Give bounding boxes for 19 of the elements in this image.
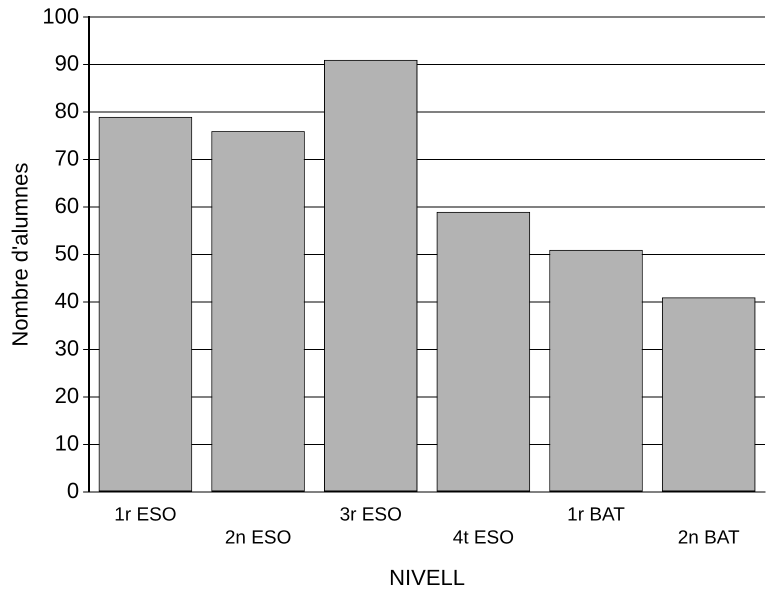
y-tick-label: 30 — [54, 336, 80, 361]
y-tick-label: 20 — [54, 383, 80, 408]
x-tick-label: 1r ESO — [114, 504, 177, 526]
y-tick-label: 90 — [54, 50, 80, 76]
x-tick-label: 2n BAT — [678, 527, 740, 548]
y-tick-label: 70 — [54, 146, 80, 171]
x-tick-label: 4t ESO — [452, 527, 514, 548]
y-tick-label: 60 — [54, 193, 80, 218]
x-tick-label: 3r ESO — [340, 504, 402, 526]
y-tick-label: 100 — [42, 3, 80, 28]
y-tick-label: 80 — [54, 98, 80, 124]
x-axis-title: NIVELL — [389, 564, 465, 590]
x-tick-label: 1r BAT — [567, 504, 626, 526]
y-axis-title: Nombre d'alumnes — [7, 162, 32, 347]
y-tick-label: 50 — [54, 240, 80, 266]
x-tick-label: 2n ESO — [224, 527, 292, 548]
y-tick-label: 0 — [66, 478, 80, 504]
y-tick-label: 10 — [54, 430, 80, 456]
y-tick-label: 40 — [54, 288, 80, 314]
